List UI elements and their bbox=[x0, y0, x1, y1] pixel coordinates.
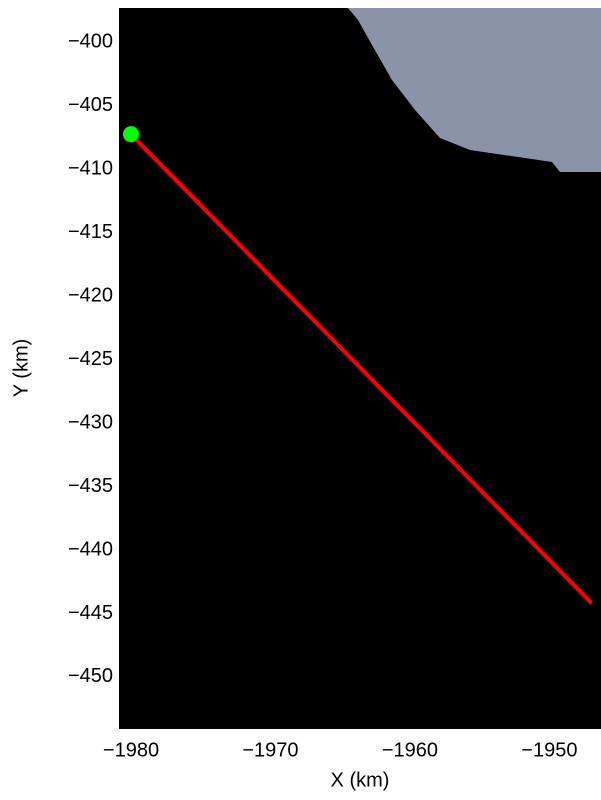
y-tick-label: −430 bbox=[68, 411, 113, 433]
y-tick-label: −420 bbox=[68, 284, 113, 306]
y-tick-label: −440 bbox=[68, 538, 113, 560]
y-tick-label: −410 bbox=[68, 157, 113, 179]
terrain-image bbox=[348, 8, 601, 172]
x-tick-label: −1950 bbox=[521, 739, 577, 761]
marker bbox=[122, 126, 139, 143]
x-tick-label: −1970 bbox=[242, 739, 298, 761]
y-tick-label: −435 bbox=[68, 475, 113, 497]
y-axis-label: Y (km) bbox=[10, 339, 32, 398]
y-tick-label: −445 bbox=[68, 602, 113, 624]
y-tick-label: −415 bbox=[68, 221, 113, 243]
x-axis-label: X (km) bbox=[331, 769, 390, 791]
x-tick-label: −1960 bbox=[382, 739, 438, 761]
track-line bbox=[129, 132, 593, 605]
y-tick-label: −425 bbox=[68, 348, 113, 370]
x-tick-label: −1980 bbox=[103, 739, 159, 761]
y-tick-label: −400 bbox=[68, 31, 113, 53]
y-tick-label: −450 bbox=[68, 665, 113, 687]
y-tick-label: −405 bbox=[68, 94, 113, 116]
